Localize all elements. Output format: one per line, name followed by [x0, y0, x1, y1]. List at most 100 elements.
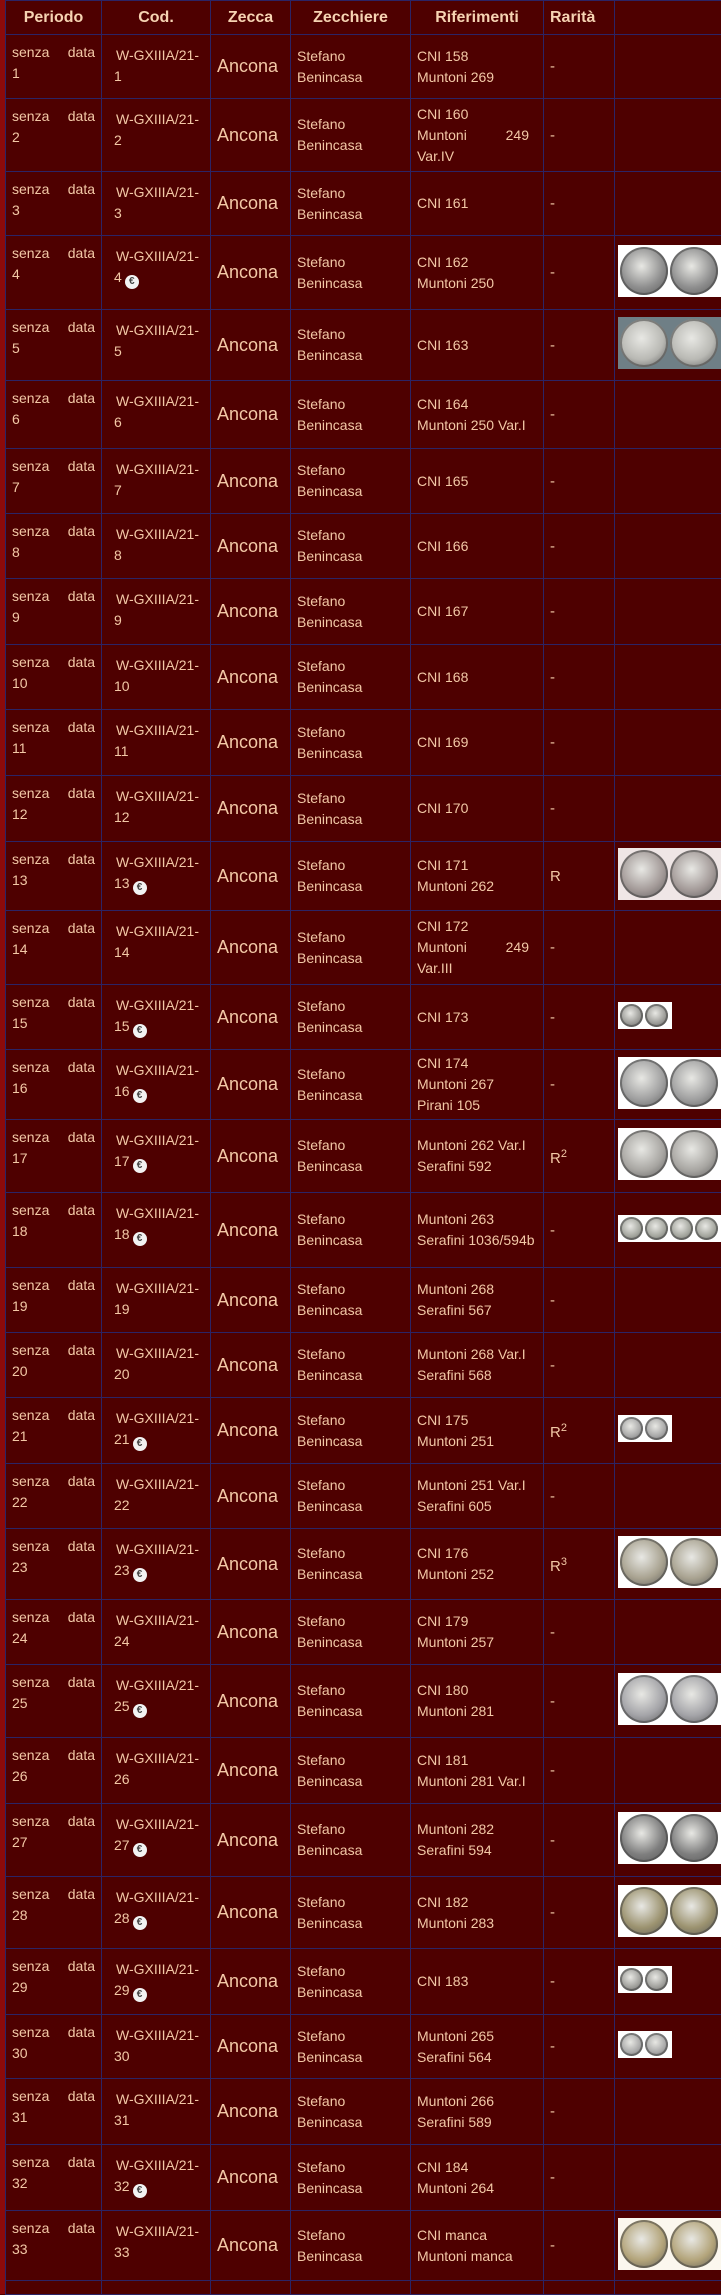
riferimento-line: Serafini 1036/594b [417, 1230, 537, 1251]
periodo-text: senza data [12, 106, 95, 127]
table-row-partial [6, 2281, 721, 2295]
coin-photo[interactable] [618, 1128, 721, 1180]
coin-photo[interactable] [618, 1812, 721, 1864]
coin-photo[interactable] [618, 1885, 721, 1937]
periodo-number: 28 [12, 1907, 28, 1923]
riferimenti-cell: CNI 170 [411, 776, 544, 842]
cod-cell: W-GXIIIA/21-13€ [102, 842, 211, 911]
coin-photo[interactable] [618, 1215, 721, 1242]
euro-price-icon[interactable]: € [133, 1089, 147, 1103]
cod-number-line: 17€ [114, 1151, 204, 1173]
cod-prefix: W-GXIIIA/21- [116, 1677, 199, 1693]
cod-prefix: W-GXIIIA/21- [116, 111, 199, 127]
riferimento-line: Serafini 564 [417, 2047, 537, 2068]
coin-photo[interactable] [618, 1673, 721, 1725]
zecchiere-name: Stefano Benincasa [297, 1064, 377, 1106]
cod-cell: W-GXIIIA/21-6 [102, 381, 211, 449]
header-rarita[interactable]: Rarità [544, 1, 615, 35]
periodo-text: senza data [12, 652, 95, 673]
coin-photo[interactable] [618, 2218, 721, 2270]
zecchiere-name: Stefano Benincasa [297, 2225, 377, 2267]
euro-price-icon[interactable]: € [133, 1916, 147, 1930]
images-cell [615, 310, 721, 381]
zecchiere-cell: Stefano Benincasa [291, 842, 411, 911]
coin-photo[interactable] [618, 1415, 672, 1442]
zecca-cell: Ancona [211, 1398, 291, 1464]
zecchiere-name: Stefano Benincasa [297, 1410, 377, 1452]
periodo-text: senza data [12, 1884, 95, 1905]
euro-price-icon[interactable]: € [133, 1437, 147, 1451]
periodo-number: 5 [12, 340, 20, 356]
euro-price-icon[interactable]: € [125, 275, 139, 289]
cod-number-line: 32€ [114, 2176, 204, 2198]
cod-number-line: 15€ [114, 1016, 204, 1038]
euro-price-icon[interactable]: € [133, 2184, 147, 2198]
cod-number: 7 [114, 482, 122, 498]
cod-prefix: W-GXIIIA/21- [116, 2223, 199, 2239]
images-cell [615, 2079, 721, 2145]
zecchiere-name: Stefano Benincasa [297, 1611, 377, 1653]
euro-price-icon[interactable]: € [133, 1232, 147, 1246]
euro-price-icon[interactable]: € [133, 1568, 147, 1582]
zecchiere-name: Stefano Benincasa [297, 788, 377, 830]
header-riferimenti[interactable]: Riferimenti [411, 1, 544, 35]
zecca-cell: Ancona [211, 1877, 291, 1949]
cod-number-line: 23€ [114, 1560, 204, 1582]
coin-photo[interactable] [618, 1002, 672, 1029]
images-cell [615, 1738, 721, 1804]
rarita-value: - [550, 473, 555, 490]
coin-photo[interactable] [618, 1966, 672, 1993]
euro-price-icon[interactable]: € [133, 1024, 147, 1038]
empty-cell [291, 2281, 411, 2295]
zecchiere-cell: Stefano Benincasa [291, 310, 411, 381]
header-zecca[interactable]: Zecca [211, 1, 291, 35]
periodo-number: 1 [12, 65, 20, 81]
coin-image [670, 247, 718, 295]
coin-image [670, 1059, 718, 1107]
coin-image [670, 1814, 718, 1862]
zecchiere-name: Stefano Benincasa [297, 324, 377, 366]
coin-photo[interactable] [618, 1536, 721, 1588]
riferimento-line: CNI 168 [417, 667, 537, 688]
riferimento-line: Muntoni 263 [417, 1209, 537, 1230]
periodo-number: 6 [12, 411, 20, 427]
rarita-value: R [550, 1150, 561, 1167]
euro-price-icon[interactable]: € [133, 1843, 147, 1857]
rarita-cell: - [544, 2079, 615, 2145]
riferimento-line: Muntoni 282 [417, 1819, 537, 1840]
zecchiere-cell: Stefano Benincasa [291, 1398, 411, 1464]
rarita-value: - [550, 2038, 555, 2055]
euro-price-icon[interactable]: € [133, 1988, 147, 2002]
periodo-number: 24 [12, 1630, 28, 1646]
header-zecchiere[interactable]: Zecchiere [291, 1, 411, 35]
coin-photo[interactable] [618, 317, 721, 369]
cod-prefix: W-GXIIIA/21- [116, 248, 199, 264]
cod-number: 14 [114, 944, 130, 960]
rarita-value: - [550, 669, 555, 686]
header-periodo[interactable]: Periodo [6, 1, 102, 35]
coin-photo[interactable] [618, 1057, 721, 1109]
periodo-number: 17 [12, 1150, 28, 1166]
coin-photo[interactable] [618, 245, 721, 297]
coin-photo[interactable] [618, 2031, 672, 2058]
euro-price-icon[interactable]: € [133, 1704, 147, 1718]
euro-price-icon[interactable]: € [133, 1159, 147, 1173]
table-header-row: Periodo Cod. Zecca Zecchiere Riferimenti… [6, 1, 721, 35]
coin-photo[interactable] [618, 848, 721, 900]
header-cod[interactable]: Cod. [102, 1, 211, 35]
euro-price-icon[interactable]: € [133, 881, 147, 895]
periodo-number: 33 [12, 2241, 28, 2257]
cod-cell: W-GXIIIA/21-29€ [102, 1949, 211, 2015]
riferimento-line: Muntoni 249 Var.III [417, 937, 529, 979]
zecchiere-cell: Stefano Benincasa [291, 2079, 411, 2145]
coin-image [670, 1538, 718, 1586]
